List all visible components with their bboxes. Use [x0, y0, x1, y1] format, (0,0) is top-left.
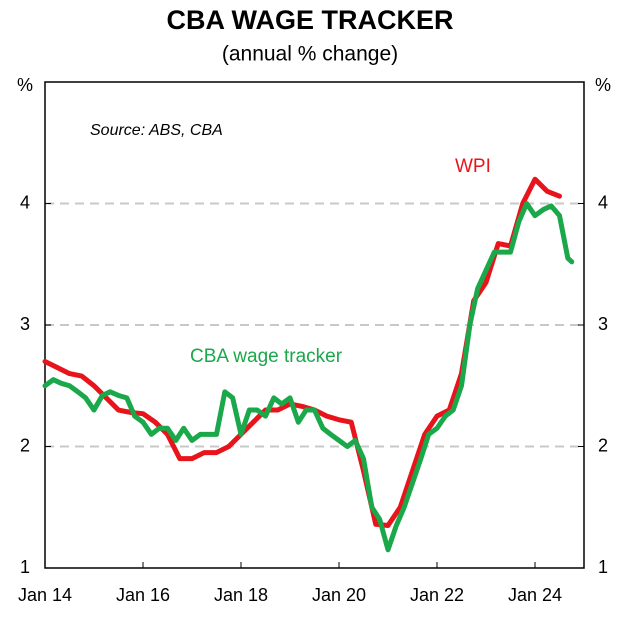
y2-tick-label: 2 [598, 435, 608, 455]
x-tick-label: Jan 20 [312, 585, 366, 605]
y-tick-label: 1 [20, 557, 30, 577]
chart-title: CBA WAGE TRACKER [167, 5, 454, 35]
x-tick-label: Jan 16 [116, 585, 170, 605]
y-tick-label: 3 [20, 314, 30, 334]
y-tick-label: 2 [20, 435, 30, 455]
y2-tick-label: 1 [598, 557, 608, 577]
x-tick-label: Jan 18 [214, 585, 268, 605]
y-tick-label: 4 [20, 192, 30, 212]
y-axis-label: % [17, 75, 33, 95]
y2-tick-label: 3 [598, 314, 608, 334]
y2-axis-label: % [595, 75, 611, 95]
x-tick-label: Jan 22 [410, 585, 464, 605]
x-tick-label: Jan 14 [18, 585, 72, 605]
series-label: WPI [455, 156, 491, 177]
plot-frame [44, 81, 585, 569]
series-label: CBA wage tracker [190, 346, 343, 367]
series-line [42, 201, 575, 553]
y2-tick-label: 4 [598, 192, 608, 212]
x-tick-label: Jan 24 [508, 585, 562, 605]
chart-subtitle: (annual % change) [222, 43, 398, 66]
source-note: Source: ABS, CBA [90, 122, 223, 139]
